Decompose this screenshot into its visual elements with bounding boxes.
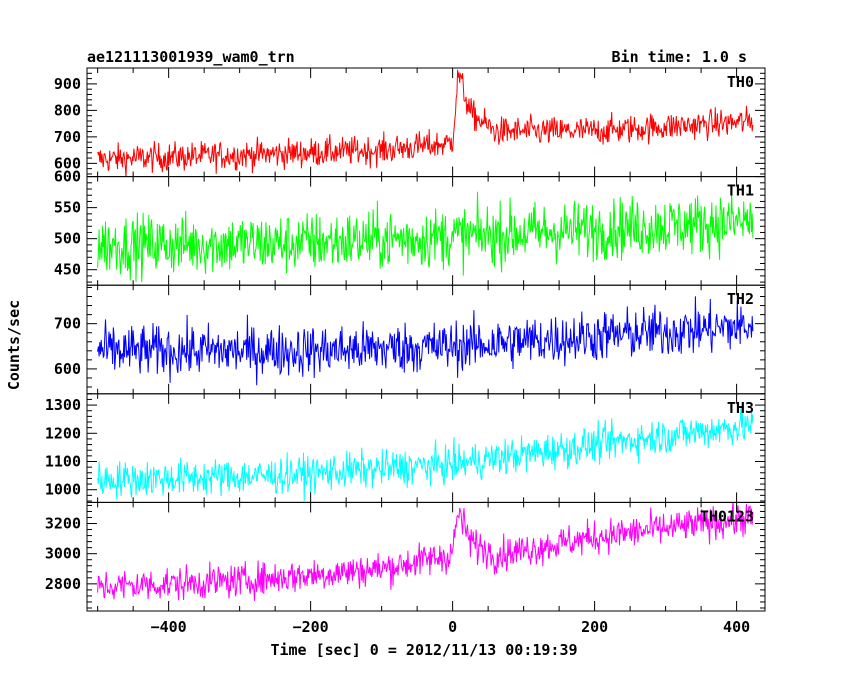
- x-axis: −400 −200 0 200 400: [151, 618, 751, 636]
- x-tick-label: 200: [581, 618, 608, 636]
- x-tick-label: 400: [723, 618, 750, 636]
- series-line-th2: [97, 296, 754, 386]
- chart-title: ae121113001939_wam0_trn: [87, 48, 295, 66]
- y-tick-label: 900: [54, 75, 81, 93]
- panel-label-th1: TH1: [727, 182, 754, 200]
- y-axis-title: Counts/sec: [5, 300, 23, 390]
- panel-th0: 600 700 800 900 TH0: [54, 67, 766, 178]
- y-tick-label: 600: [54, 154, 81, 172]
- y-tick-label: 500: [54, 230, 81, 248]
- panel-th3: 1000 1100 1200 1300 TH3: [45, 393, 766, 503]
- x-axis-title: Time [sec] 0 = 2012/11/13 00:19:39: [270, 641, 577, 659]
- y-tick-label: 800: [54, 101, 81, 119]
- x-tick-label: −200: [293, 618, 329, 636]
- y-tick-label: 450: [54, 261, 81, 279]
- panel-frame: [86, 393, 766, 503]
- y-tick-label: 1200: [45, 424, 81, 442]
- y-tick-label: 1100: [45, 452, 81, 470]
- y-tick-label: 700: [54, 128, 81, 146]
- y-tick-label: 600: [54, 168, 81, 186]
- y-tick-label: 550: [54, 199, 81, 217]
- x-tick-label: −400: [151, 618, 187, 636]
- panel-th0123: 2800 3000 3200 TH0123: [45, 501, 766, 612]
- panel-frame: [86, 501, 766, 612]
- y-tick-label: 1000: [45, 481, 81, 499]
- panel-frame: [86, 67, 766, 178]
- y-tick-label: 3000: [45, 545, 81, 563]
- panel-label-th0: TH0: [727, 73, 754, 91]
- series-line-th1: [97, 191, 754, 283]
- series-line-th3: [97, 404, 754, 502]
- y-tick-label: 1300: [45, 396, 81, 414]
- panel-th1: 450 500 550 600 TH1: [54, 168, 766, 286]
- panel-label-th2: TH2: [727, 290, 754, 308]
- panel-label-th0123: TH0123: [700, 507, 754, 525]
- panel-label-th3: TH3: [727, 399, 754, 417]
- y-tick-label: 600: [54, 360, 81, 378]
- y-tick-label: 2800: [45, 575, 81, 593]
- x-tick-label: 0: [448, 618, 457, 636]
- y-tick-label: 700: [54, 315, 81, 333]
- y-tick-label: 3200: [45, 515, 81, 533]
- series-line-th0: [97, 69, 754, 177]
- panel-th2: 600 700 TH2: [54, 284, 766, 395]
- bin-time-label: Bin time: 1.0 s: [612, 48, 747, 66]
- series-line-th0123: [97, 502, 754, 601]
- panels-group: 600 700 800 900 TH0 450 500 550 600 TH1 600 700 TH2 1…: [45, 67, 766, 612]
